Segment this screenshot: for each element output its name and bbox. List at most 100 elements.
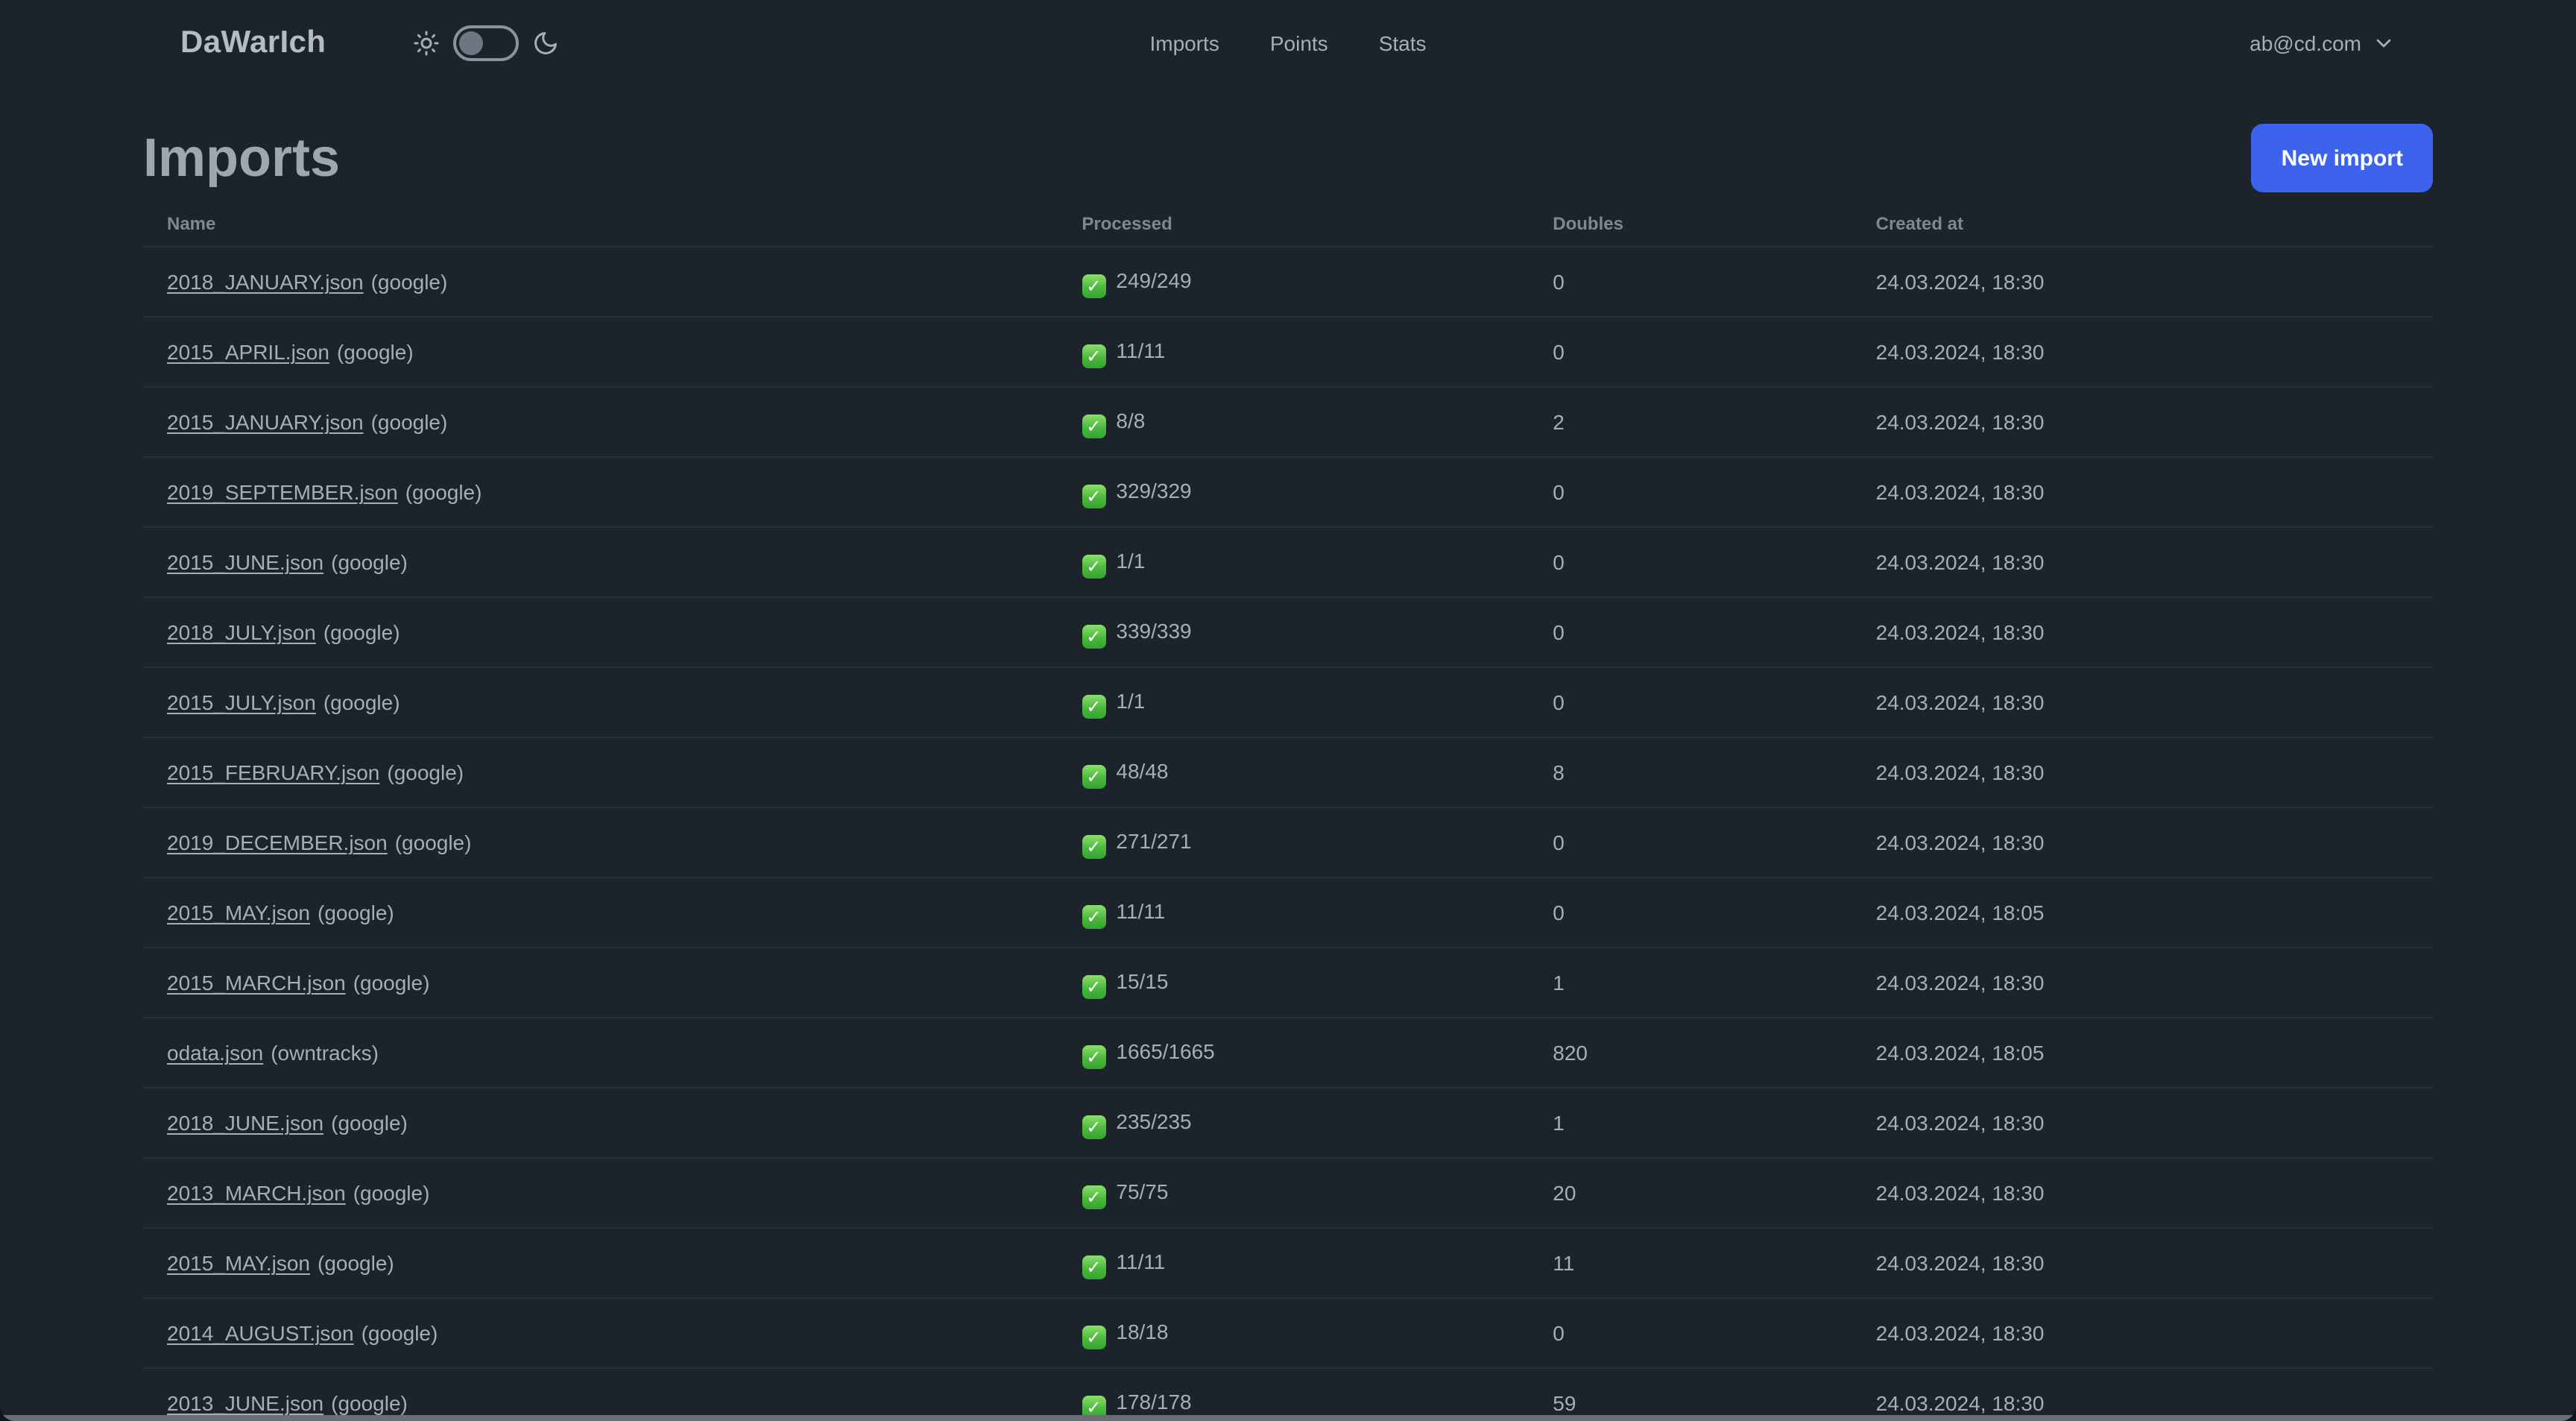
table-row: 2015_MAY.json (google) ✓ 11/11 11 24.03.20… [143,1228,2433,1299]
main-content: Imports New import Name Processed Double… [143,124,2433,1421]
name-cell: 2015_FEBRUARY.json (google) [143,737,1058,808]
user-email: ab@cd.com [2250,31,2361,54]
created-at: 24.03.2024, 18:05 [1852,1018,2433,1088]
success-check-icon: ✓ [1082,835,1106,859]
column-header-processed: Processed [1058,201,1530,248]
chevron-down-icon [2372,31,2396,54]
import-file-link[interactable]: 2015_JULY.json [167,690,316,714]
import-file-link[interactable]: 2018_JULY.json [167,620,316,644]
import-file-link[interactable]: 2013_MARCH.json [167,1181,346,1205]
success-check-icon: ✓ [1082,975,1106,999]
success-check-icon: ✓ [1082,625,1106,649]
import-file-link[interactable]: 2015_APRIL.json [167,340,329,364]
table-row: 2014_AUGUST.json (google) ✓ 18/18 0 24.03.… [143,1298,2433,1369]
theme-toggle-switch[interactable] [452,25,519,60]
import-source: (google) [318,1251,394,1275]
created-at: 24.03.2024, 18:30 [1852,807,2433,878]
table-row: 2015_APRIL.json (google) ✓ 11/11 0 24.03.2… [143,317,2433,388]
import-source: (google) [370,270,448,294]
success-check-icon: ✓ [1082,485,1106,508]
doubles-count: 1 [1529,1088,1852,1159]
import-source: (google) [370,410,448,434]
doubles-count: 2 [1529,387,1852,458]
processed-cell: ✓ 11/11 [1058,1228,1530,1299]
main-nav: Imports Points Stats [1149,31,1426,54]
processed-count: 75/75 [1116,1179,1169,1203]
processed-cell: ✓ 18/18 [1058,1298,1530,1369]
table-row: 2015_FEBRUARY.json (google) ✓ 48/48 8 24.0… [143,737,2433,808]
nav-link-points[interactable]: Points [1269,31,1328,54]
processed-count: 11/11 [1116,899,1166,923]
nav-link-imports[interactable]: Imports [1149,31,1219,54]
import-source: (owntracks) [271,1041,379,1065]
doubles-count: 1 [1529,948,1852,1018]
import-source: (google) [331,550,408,574]
new-import-button[interactable]: New import [2251,124,2433,192]
created-at: 24.03.2024, 18:30 [1852,1298,2433,1369]
processed-count: 1665/1665 [1116,1039,1215,1063]
import-file-link[interactable]: 2015_JANUARY.json [167,410,364,434]
processed-count: 249/249 [1116,268,1192,292]
success-check-icon: ✓ [1082,415,1106,438]
processed-count: 1/1 [1116,689,1146,713]
created-at: 24.03.2024, 18:30 [1852,667,2433,738]
app-logo[interactable]: DaWarIch [180,25,326,59]
processed-cell: ✓ 1/1 [1058,667,1530,738]
table-row: odata.json (owntracks) ✓ 1665/1665 820 24.… [143,1018,2433,1088]
import-source: (google) [323,620,400,644]
table-row: 2015_JUNE.json (google) ✓ 1/1 0 24.03.2024… [143,527,2433,598]
doubles-count: 11 [1529,1228,1852,1299]
processed-count: 329/329 [1116,479,1192,502]
name-cell: 2018_JULY.json (google) [143,597,1058,668]
name-cell: 2015_JANUARY.json (google) [143,387,1058,458]
horizontal-scrollbar[interactable] [0,1414,2576,1421]
processed-count: 11/11 [1116,1250,1166,1273]
sun-icon [412,29,439,56]
processed-cell: ✓ 1665/1665 [1058,1018,1530,1088]
import-source: (google) [394,831,472,854]
nav-link-stats[interactable]: Stats [1378,31,1427,54]
created-at: 24.03.2024, 18:30 [1852,1228,2433,1299]
import-file-link[interactable]: 2015_FEBRUARY.json [167,760,380,784]
import-file-link[interactable]: 2019_DECEMBER.json [167,831,388,854]
name-cell: odata.json (owntracks) [143,1018,1058,1088]
created-at: 24.03.2024, 18:30 [1852,387,2433,458]
table-row: 2015_MARCH.json (google) ✓ 15/15 1 24.03.2… [143,948,2433,1018]
import-file-link[interactable]: odata.json [167,1041,264,1065]
import-file-link[interactable]: 2014_AUGUST.json [167,1321,354,1345]
import-file-link[interactable]: 2018_JUNE.json [167,1111,324,1135]
import-file-link[interactable]: 2019_SEPTEMBER.json [167,480,398,504]
import-file-link[interactable]: 2015_MAY.json [167,901,310,924]
import-source: (google) [331,1111,408,1135]
success-check-icon: ✓ [1082,695,1106,719]
toggle-knob [458,31,483,54]
processed-count: 8/8 [1116,409,1146,432]
import-file-link[interactable]: 2015_JUNE.json [167,550,324,574]
success-check-icon: ✓ [1082,765,1106,789]
processed-cell: ✓ 249/249 [1058,247,1530,318]
import-file-link[interactable]: 2018_JANUARY.json [167,270,364,294]
name-cell: 2018_JANUARY.json (google) [143,247,1058,318]
user-menu[interactable]: ab@cd.com [2250,31,2396,54]
import-file-link[interactable]: 2013_JUNE.json [167,1391,324,1415]
navbar: DaWarIch Imports Points Stats [0,0,2576,85]
doubles-count: 8 [1529,737,1852,808]
doubles-count: 0 [1529,597,1852,668]
import-file-link[interactable]: 2015_MARCH.json [167,971,346,995]
name-cell: 2013_MARCH.json (google) [143,1158,1058,1229]
processed-cell: ✓ 11/11 [1058,317,1530,388]
table-row: 2018_JULY.json (google) ✓ 339/339 0 24.03.… [143,597,2433,668]
import-source: (google) [336,340,414,364]
import-source: (google) [353,971,430,995]
import-file-link[interactable]: 2015_MAY.json [167,1251,310,1275]
processed-cell: ✓ 329/329 [1058,457,1530,528]
success-check-icon: ✓ [1082,1045,1106,1069]
import-source: (google) [323,690,400,714]
success-check-icon: ✓ [1082,555,1106,579]
processed-count: 1/1 [1116,549,1146,573]
processed-cell: ✓ 271/271 [1058,807,1530,878]
processed-count: 15/15 [1116,969,1169,993]
processed-cell: ✓ 339/339 [1058,597,1530,668]
doubles-count: 0 [1529,247,1852,318]
